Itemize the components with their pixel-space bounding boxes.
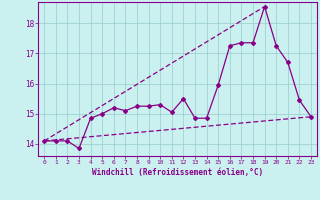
X-axis label: Windchill (Refroidissement éolien,°C): Windchill (Refroidissement éolien,°C) <box>92 168 263 177</box>
